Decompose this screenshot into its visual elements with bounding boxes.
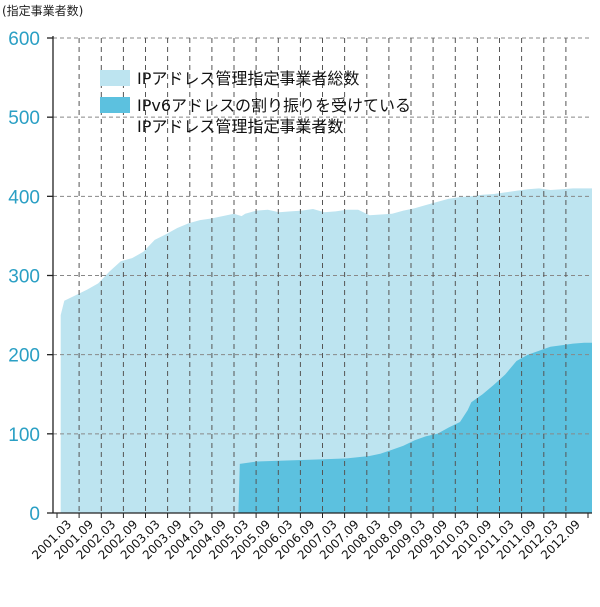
legend: IPアドレス管理指定事業者総数 IPv6アドレスの割り振りを受けている IPアドレス… — [100, 69, 411, 136]
y-tick-label: 0 — [29, 504, 40, 525]
legend-label-ipv6-line2: IPアドレス管理指定事業者数 — [137, 117, 343, 136]
y-tick-label: 500 — [8, 108, 40, 129]
plot-areas — [60, 188, 592, 513]
y-unit-label: (指定事業者数) — [2, 3, 83, 18]
legend-label-ipv6-line1: IPv6アドレスの割り振りを受けている — [137, 96, 411, 115]
y-tick-label: 200 — [8, 346, 40, 367]
y-tick-label: 600 — [8, 29, 40, 50]
y-tick-labels: 0 100 200 300 400 500 600 — [8, 29, 40, 525]
y-tick-label: 400 — [8, 187, 40, 208]
axes — [47, 36, 592, 518]
series-area-1 — [238, 342, 592, 513]
legend-swatch-ipv6 — [100, 97, 130, 113]
y-tick-label: 100 — [8, 425, 40, 446]
legend-swatch-total — [100, 70, 130, 86]
legend-label-total: IPアドレス管理指定事業者総数 — [137, 69, 359, 88]
x-tick-labels: 2001.032001.092002.032002.092003.032003.… — [29, 517, 583, 562]
y-tick-label: 300 — [8, 267, 40, 288]
grid-lines — [53, 37, 592, 513]
